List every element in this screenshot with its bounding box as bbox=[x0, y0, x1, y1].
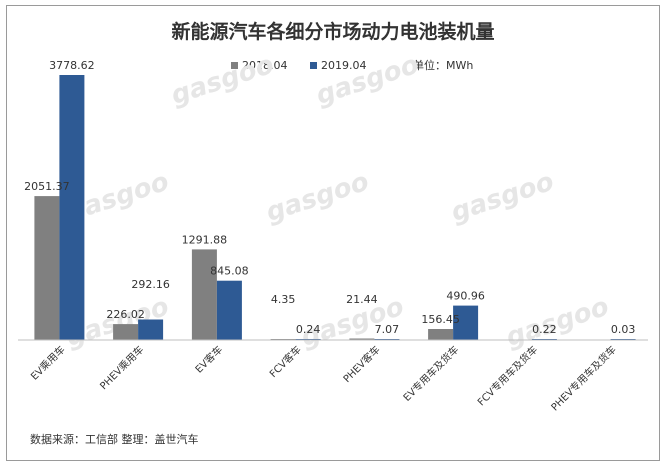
unit-label: 单位：MWh bbox=[413, 58, 473, 72]
legend-swatch-2019 bbox=[310, 62, 317, 69]
category-label-2: EV客车 bbox=[192, 343, 225, 376]
data-label-2019-6: 0.22 bbox=[532, 323, 557, 336]
watermark-3: gasgoo bbox=[263, 167, 373, 228]
bar-2019.04-1 bbox=[138, 319, 164, 340]
data-label-2018-3: 4.35 bbox=[271, 293, 296, 306]
source-note: 数据来源：工信部 整理：盖世汽车 bbox=[30, 432, 199, 446]
data-label-2019-5: 490.96 bbox=[446, 290, 485, 303]
legend-swatch-2018 bbox=[231, 62, 238, 69]
bar-2018.04-0 bbox=[34, 196, 60, 340]
legend-label-2019: 2019.04 bbox=[321, 59, 367, 72]
bar-2019.04-5 bbox=[453, 305, 479, 340]
bar-2018.04-1 bbox=[113, 324, 139, 340]
data-label-2019-3: 0.24 bbox=[296, 323, 321, 336]
data-label-2018-5: 156.45 bbox=[421, 313, 460, 326]
category-label-1: PHEV乘用车 bbox=[97, 343, 146, 392]
data-label-2018-2: 1291.88 bbox=[182, 233, 228, 246]
data-label-2019-0: 3778.62 bbox=[49, 59, 95, 72]
chart-title: 新能源汽车各细分市场动力电池装机量 bbox=[171, 20, 494, 43]
data-label-2018-0: 2051.37 bbox=[24, 180, 70, 193]
data-label-2018-1: 226.02 bbox=[106, 308, 145, 321]
legend-label-2018: 2018.04 bbox=[242, 59, 288, 72]
data-label-2019-4: 7.07 bbox=[375, 323, 400, 336]
category-label-5: EV专用车及货车 bbox=[400, 343, 461, 404]
bars-layer bbox=[34, 75, 636, 340]
watermark-4: gasgoo bbox=[448, 167, 558, 228]
category-labels-layer: EV乘用车 PHEV乘用车 EV客车 FCV客车 PHEV客车 EV专用车及货车 FCV专用… bbox=[28, 343, 619, 414]
category-label-3: FCV客车 bbox=[267, 343, 304, 380]
watermark-7: gasgoo bbox=[503, 292, 613, 353]
category-label-4: PHEV客车 bbox=[340, 343, 382, 385]
bar-2018.04-5 bbox=[428, 329, 454, 340]
category-label-6: FCV专用车及货车 bbox=[475, 343, 540, 408]
bar-2019.04-0 bbox=[59, 75, 85, 340]
category-label-7: PHEV专用车及货车 bbox=[548, 343, 619, 414]
data-label-2018-4: 21.44 bbox=[346, 293, 378, 306]
data-label-2019-2: 845.08 bbox=[210, 265, 249, 278]
data-labels-layer: 2051.37 3778.62 226.02 292.16 1291.88 845.08 4… bbox=[24, 59, 635, 336]
bar-2019.04-2 bbox=[216, 280, 242, 340]
chart-frame bbox=[6, 5, 660, 461]
bar-2018.04-4 bbox=[349, 338, 375, 340]
data-label-2019-1: 292.16 bbox=[131, 278, 170, 291]
bar-2018.04-2 bbox=[191, 249, 217, 340]
data-label-2019-7: 0.03 bbox=[611, 323, 636, 336]
watermark-0: gasgoo bbox=[168, 50, 278, 111]
category-label-0: EV乘用车 bbox=[28, 343, 68, 383]
